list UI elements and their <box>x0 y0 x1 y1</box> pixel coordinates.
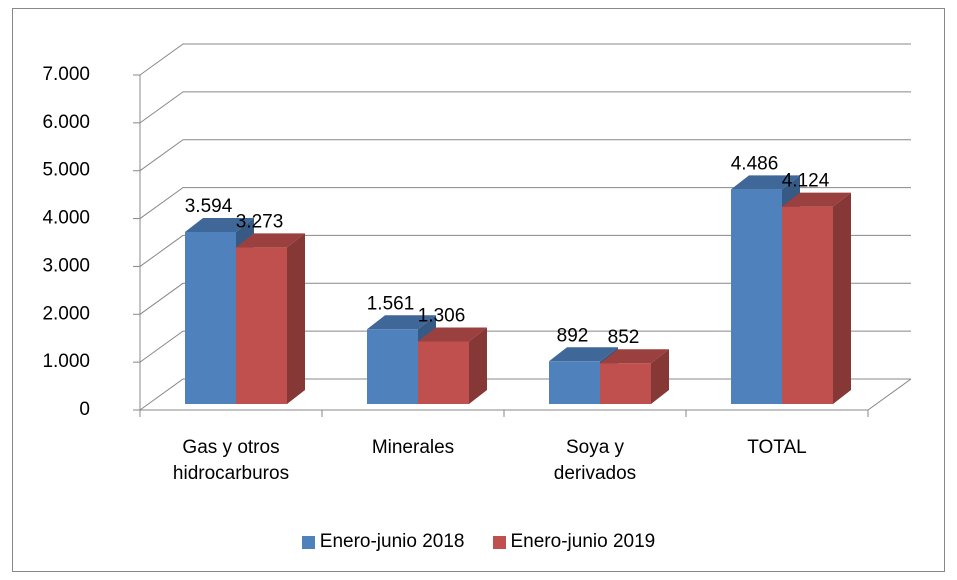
grid-line <box>139 139 911 172</box>
bar <box>418 327 487 404</box>
y-tick-label: 5.000 <box>42 160 90 181</box>
y-tick-label: 7.000 <box>42 64 90 85</box>
data-label: 1.306 <box>418 306 466 327</box>
legend-item: Enero-junio 2018 <box>301 531 465 553</box>
legend-label: Enero-junio 2018 <box>319 531 465 552</box>
grid-line <box>139 282 911 315</box>
bar <box>236 233 305 404</box>
y-tick-label: 0 <box>79 399 90 420</box>
grid-line <box>139 187 911 219</box>
y-tick-label: 4.000 <box>42 208 90 229</box>
bar-front <box>185 232 236 404</box>
bar-side <box>651 349 669 404</box>
y-tick-label: 2.000 <box>42 303 90 324</box>
bar-top <box>782 192 851 207</box>
bar-side <box>833 192 851 404</box>
data-label: 852 <box>608 327 640 348</box>
bar-side <box>469 327 487 404</box>
bar-top <box>549 347 618 362</box>
y-tick-label: 6.000 <box>42 112 90 133</box>
x-tick-label: Soya y derivados <box>553 437 637 484</box>
data-label: 3.594 <box>185 196 233 217</box>
bar-top <box>600 349 669 364</box>
x-tick-label: Minerales <box>371 437 455 458</box>
grid-line <box>139 234 911 267</box>
data-label: 892 <box>557 325 589 346</box>
chart-border <box>12 8 945 572</box>
legend-item: Enero-junio 2019 <box>492 531 656 553</box>
bar-front <box>782 206 833 404</box>
x-tick-label: TOTAL <box>747 437 807 458</box>
legend-label: Enero-junio 2019 <box>510 531 656 552</box>
bar-top <box>367 315 436 330</box>
bar-top <box>731 175 800 190</box>
bar-front <box>236 247 287 404</box>
x-tick-label: Gas y otros hidrocarburos <box>172 437 290 484</box>
legend-swatch <box>301 535 315 549</box>
data-label: 4.124 <box>782 171 830 192</box>
y-tick-label: 1.000 <box>42 351 90 372</box>
bar-front <box>418 341 469 404</box>
grid-line <box>139 91 911 124</box>
bar <box>600 349 669 404</box>
bar-front <box>600 363 651 404</box>
bar-front <box>367 329 418 404</box>
legend-swatch <box>492 535 506 549</box>
bar-top <box>236 233 305 248</box>
grid-line <box>139 330 911 363</box>
bar <box>782 192 851 404</box>
bar-front <box>549 361 600 404</box>
bar-front <box>731 189 782 404</box>
bar-top <box>418 327 487 342</box>
legend: Enero-junio 2018 Enero-junio 2019 <box>0 531 957 553</box>
data-label: 4.486 <box>731 153 779 174</box>
bar-top <box>185 218 254 233</box>
grid-line <box>139 43 911 76</box>
bar-side <box>287 233 305 404</box>
data-label: 3.273 <box>236 211 284 232</box>
y-tick-label: 3.000 <box>42 255 90 276</box>
data-label: 1.561 <box>367 293 415 314</box>
